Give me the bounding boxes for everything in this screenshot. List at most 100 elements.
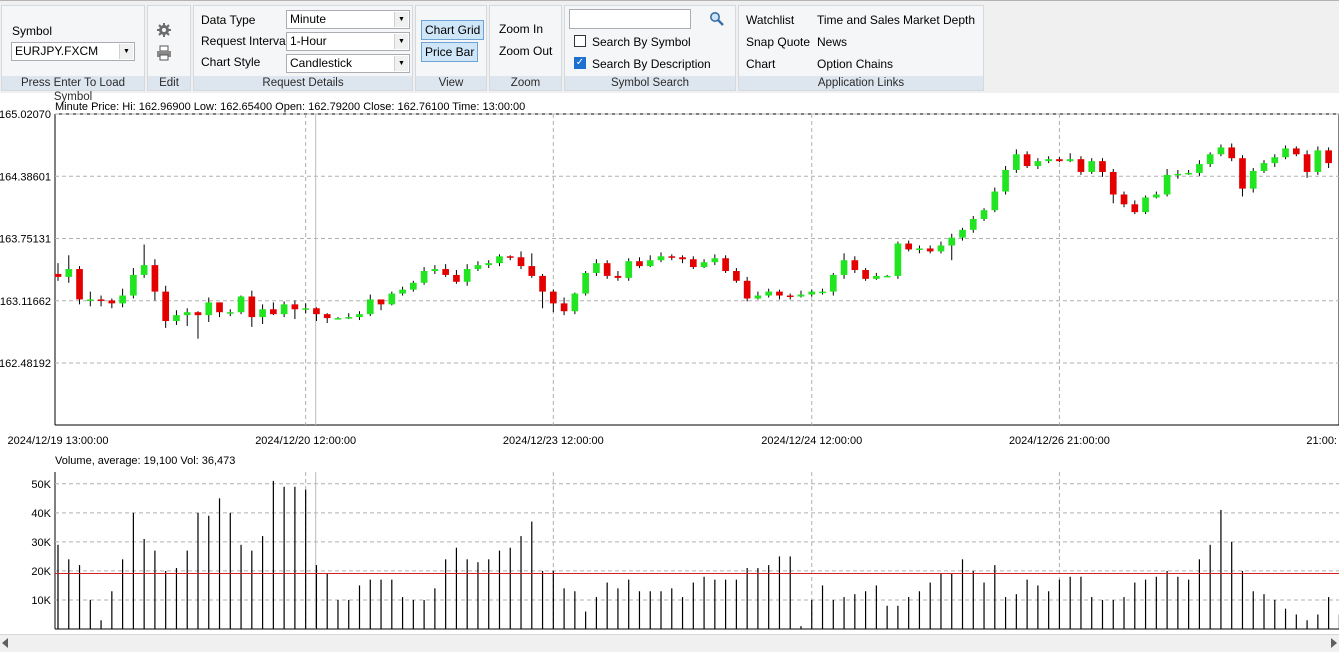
link-time-and-sales[interactable]: Time and Sales <box>817 13 900 27</box>
candle-body <box>1314 150 1322 172</box>
request-interval-label: Request Interval <box>201 34 289 48</box>
candle-body <box>248 296 256 318</box>
horizontal-scrollbar[interactable] <box>0 634 1339 652</box>
search-icon[interactable] <box>709 11 725 27</box>
candle-body <box>65 269 73 277</box>
candle-body <box>1325 150 1332 164</box>
candle-body <box>991 191 999 211</box>
candle-body <box>162 291 170 322</box>
candle-body <box>1120 194 1128 205</box>
request-details-group: Data Type Minute ▼ Request Interval 1-Ho… <box>193 5 413 91</box>
search-by-description-checkbox[interactable]: ✓ <box>574 57 586 69</box>
candle-body <box>1196 164 1203 173</box>
link-chart[interactable]: Chart <box>746 57 776 71</box>
candle-body <box>485 263 493 266</box>
candle-body <box>183 312 191 316</box>
chevron-down-icon[interactable]: ▼ <box>119 44 133 59</box>
edit-group: Edit <box>147 5 191 91</box>
chart-grid-button[interactable]: Chart Grid <box>421 20 485 40</box>
candle-body <box>302 308 310 310</box>
volume-tick-label: 40K <box>31 508 51 520</box>
candle-body <box>937 245 945 252</box>
view-group-caption: View <box>416 76 486 90</box>
print-icon[interactable] <box>156 45 172 61</box>
candle-body <box>1152 194 1160 198</box>
candle-body <box>700 262 708 268</box>
request-interval-combo[interactable]: 1-Hour ▼ <box>286 32 410 51</box>
candle-body <box>119 295 126 304</box>
chevron-down-icon[interactable]: ▼ <box>394 56 408 71</box>
candle-body <box>76 269 83 300</box>
candle-body <box>173 315 180 322</box>
chevron-down-icon[interactable]: ▼ <box>394 34 408 49</box>
search-by-description-label[interactable]: Search By Description <box>592 57 711 71</box>
candle-body <box>1056 159 1063 162</box>
link-news[interactable]: News <box>817 35 848 49</box>
candle-body <box>216 302 223 313</box>
zoom-in-button[interactable]: Zoom In <box>499 22 544 36</box>
symbol-value: EURJPY.FXCM <box>15 44 99 58</box>
candle-body <box>1045 159 1052 162</box>
price-tick-label: 163.75131 <box>0 234 51 246</box>
candle-body <box>420 271 428 283</box>
symbol-search-caption: Symbol Search <box>565 76 735 90</box>
price-volume-chart[interactable]: Minute Price: Hi: 162.96900 Low: 162.654… <box>0 92 1339 634</box>
candle-body <box>259 309 266 318</box>
date-tick-label: 2024/12/20 12:00:00 <box>255 435 356 447</box>
candle-body <box>679 257 686 260</box>
chart-style-combo[interactable]: Candlestick ▼ <box>286 54 410 73</box>
volume-tick-label: 50K <box>31 479 51 491</box>
scroll-left-icon[interactable] <box>2 638 8 648</box>
price-info-text: Minute Price: Hi: 162.96900 Low: 162.654… <box>55 101 525 113</box>
chart-area[interactable]: Minute Price: Hi: 162.96900 Low: 162.654… <box>0 92 1339 655</box>
candle-body <box>1174 173 1182 176</box>
link-snap-quote[interactable]: Snap Quote <box>746 35 811 49</box>
link-option-chains[interactable]: Option Chains <box>817 57 894 71</box>
candle-body <box>851 260 859 271</box>
candle-body <box>226 312 234 314</box>
candle-body <box>1228 147 1236 159</box>
candle-body <box>593 263 600 273</box>
date-tick-label: 2024/12/23 12:00:00 <box>503 435 604 447</box>
candle-body <box>539 275 546 292</box>
symbol-combo[interactable]: EURJPY.FXCM ▼ <box>11 42 135 61</box>
request-details-caption: Request Details <box>194 76 412 90</box>
candle-body <box>517 257 525 267</box>
price-bar-button[interactable]: Price Bar <box>421 42 479 62</box>
candle-body <box>636 261 643 267</box>
candle-body <box>657 256 665 261</box>
volume-info-text: Volume, average: 19,100 Vol: 36,473 <box>55 455 235 467</box>
data-type-value: Minute <box>290 12 327 26</box>
candle-body <box>797 294 805 297</box>
chart-style-value: Candlestick <box>290 56 353 70</box>
candle-body <box>689 259 697 268</box>
candle-body <box>1109 171 1117 195</box>
symbol-group: Symbol EURJPY.FXCM ▼ Press Enter To Load… <box>1 5 145 103</box>
chevron-down-icon[interactable]: ▼ <box>394 12 408 27</box>
gear-icon[interactable] <box>156 22 172 38</box>
candle-body <box>130 274 137 296</box>
link-watchlist[interactable]: Watchlist <box>746 13 795 27</box>
candle-body <box>1034 161 1042 167</box>
link-market-depth[interactable]: Market Depth <box>903 13 976 27</box>
candle-body <box>1206 154 1214 165</box>
volume-tick-label: 20K <box>31 566 51 578</box>
candle-body <box>571 293 579 312</box>
candle-body <box>1002 169 1009 192</box>
search-by-symbol-checkbox[interactable] <box>574 35 586 47</box>
candle-body <box>97 299 105 301</box>
zoom-out-button[interactable]: Zoom Out <box>499 44 553 58</box>
candle-body <box>625 261 633 278</box>
data-type-combo[interactable]: Minute ▼ <box>286 10 410 29</box>
candle-body <box>873 275 880 279</box>
candle-body <box>1185 172 1192 175</box>
search-by-symbol-label[interactable]: Search By Symbol <box>592 35 691 49</box>
symbol-search-input[interactable] <box>569 9 691 29</box>
scroll-right-icon[interactable] <box>1331 638 1337 648</box>
candle-body <box>506 256 514 258</box>
candle-body <box>388 293 396 305</box>
candle-body <box>1282 148 1289 158</box>
candle-body <box>646 260 654 267</box>
candle-body <box>194 312 202 316</box>
candle-body <box>1217 147 1225 155</box>
